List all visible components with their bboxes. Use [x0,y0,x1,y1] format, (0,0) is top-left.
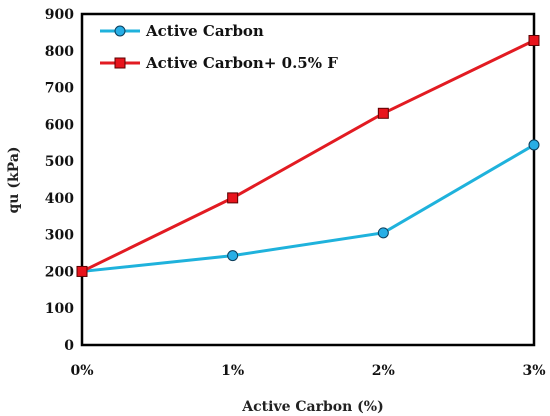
x-axis-title: Active Carbon (%) [241,399,383,415]
y-tick-label: 700 [45,81,74,97]
legend: Active Carbon Active Carbon+ 0.5% F [100,22,338,72]
legend-marker [114,57,126,69]
y-tick-label: 200 [45,264,74,280]
y-axis-ticks: 0 100 200 300 400 500 600 700 800 900 [45,7,74,354]
data-point [76,265,88,277]
legend-marker [114,25,126,37]
y-tick-label: 100 [45,301,74,317]
data-point [528,139,540,151]
data-point [227,250,239,262]
y-tick-label: 900 [45,7,74,23]
x-tick-label: 2% [372,363,395,379]
x-tick-label: 0% [70,363,93,379]
data-point [377,107,389,119]
series-line [81,39,535,273]
y-tick-label: 300 [45,228,74,244]
y-tick-label: 600 [45,117,74,133]
legend-label: Active Carbon+ 0.5% F [145,54,338,72]
plot-area [80,12,536,347]
y-axis-title: qu (kPa) [6,146,22,213]
x-tick-label: 3% [522,363,545,379]
legend-label: Active Carbon [145,22,264,40]
series-layer [76,34,540,277]
y-tick-label: 400 [45,191,74,207]
y-tick-label: 0 [64,338,74,354]
data-point [528,34,540,46]
y-tick-label: 500 [45,154,74,170]
x-tick-label: 1% [221,363,244,379]
x-axis-ticks: 0% 1% 2% 3% [70,363,545,379]
series-line [81,143,535,273]
y-tick-label: 800 [45,44,74,60]
data-point [227,192,239,204]
data-point [377,227,389,239]
